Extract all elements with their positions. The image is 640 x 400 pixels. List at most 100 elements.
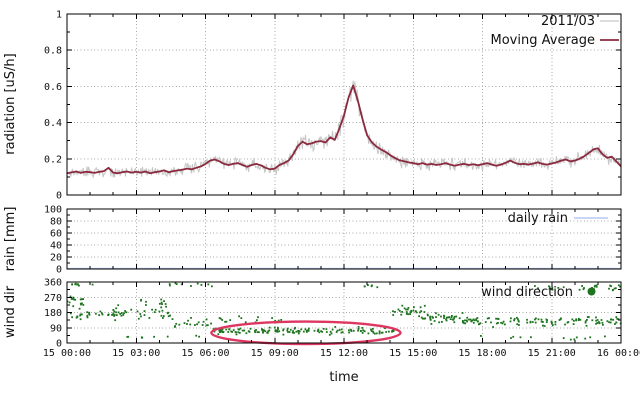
wind-point bbox=[445, 318, 447, 321]
wind-point bbox=[98, 314, 101, 316]
wind-point bbox=[450, 316, 453, 318]
wind-point bbox=[426, 313, 429, 316]
wind-point bbox=[293, 332, 295, 334]
wind-point bbox=[271, 317, 273, 319]
wind-point bbox=[318, 331, 321, 334]
x-tick-label: 15 03:00 bbox=[112, 348, 160, 359]
wind-point bbox=[187, 319, 189, 322]
wind-point bbox=[120, 314, 123, 317]
wind-point bbox=[334, 326, 337, 328]
wind-point bbox=[111, 314, 113, 316]
wind-point bbox=[143, 314, 146, 316]
wind-point bbox=[262, 330, 264, 333]
y-tick-label: 0 bbox=[56, 339, 62, 350]
wind-point bbox=[72, 296, 75, 299]
wind-point bbox=[466, 316, 469, 319]
wind-point bbox=[174, 325, 176, 327]
wind-point bbox=[435, 316, 437, 318]
wind-point bbox=[613, 287, 616, 290]
wind-point bbox=[168, 283, 171, 285]
wind-point bbox=[537, 287, 539, 290]
wind-point bbox=[610, 285, 613, 288]
wind-point bbox=[288, 331, 291, 333]
wind-point bbox=[579, 318, 582, 321]
wind-point bbox=[497, 318, 500, 320]
wind-point bbox=[112, 309, 115, 311]
y-axis-title-rain: rain [mm] bbox=[3, 207, 18, 272]
wind-point bbox=[458, 317, 461, 320]
wind-point bbox=[145, 304, 147, 306]
wind-point bbox=[302, 330, 305, 333]
wind-point bbox=[122, 314, 125, 316]
wind-point bbox=[608, 287, 610, 290]
wind-point bbox=[166, 312, 169, 315]
wind-point bbox=[550, 322, 553, 325]
wind-point bbox=[316, 330, 319, 332]
wind-point bbox=[562, 337, 565, 339]
wind-point bbox=[472, 321, 475, 324]
wind-point bbox=[235, 331, 237, 334]
wind-point bbox=[350, 328, 352, 331]
wind-point bbox=[169, 314, 171, 317]
wind-point bbox=[438, 321, 441, 324]
wind-point bbox=[560, 317, 562, 320]
wind-point bbox=[348, 329, 350, 332]
wind-point bbox=[480, 335, 482, 337]
wind-point bbox=[153, 311, 156, 313]
wind-point bbox=[572, 323, 575, 325]
y-tick-label: 80 bbox=[50, 217, 62, 228]
wind-point bbox=[619, 285, 621, 288]
wind-point bbox=[71, 316, 73, 319]
wind-point bbox=[446, 316, 448, 319]
y-tick-label: 180 bbox=[44, 308, 62, 319]
wind-point bbox=[397, 308, 400, 311]
wind-point bbox=[604, 335, 606, 338]
wind-point bbox=[589, 336, 592, 339]
wind-point bbox=[247, 330, 250, 333]
wind-point bbox=[76, 283, 79, 286]
wind-point bbox=[308, 327, 310, 330]
y-tick-label: 60 bbox=[50, 229, 62, 240]
wind-point bbox=[211, 285, 213, 288]
wind-point bbox=[240, 317, 243, 319]
wind-point bbox=[535, 317, 537, 320]
wind-point bbox=[534, 321, 537, 324]
wind-point bbox=[278, 330, 281, 333]
wind-point bbox=[196, 323, 198, 326]
y-tick-label: 90 bbox=[50, 323, 62, 334]
wind-point bbox=[154, 308, 157, 311]
wind-point bbox=[238, 332, 241, 334]
wind-point bbox=[305, 329, 308, 332]
wind-point bbox=[611, 289, 614, 291]
wind-point bbox=[401, 304, 404, 307]
wind-point bbox=[584, 337, 587, 340]
wind-point bbox=[529, 320, 532, 323]
y-tick-label: 100 bbox=[44, 205, 62, 216]
wind-point bbox=[447, 316, 449, 319]
wind-point bbox=[107, 314, 109, 316]
wind-point bbox=[617, 284, 620, 287]
y-tick-label: 0 bbox=[56, 265, 62, 276]
wind-point bbox=[297, 330, 300, 333]
wind-point bbox=[573, 338, 576, 341]
x-tick-label: 15 09:00 bbox=[251, 348, 299, 359]
wind-point bbox=[322, 328, 325, 330]
x-tick-label: 15 21:00 bbox=[528, 348, 576, 359]
wind-point bbox=[300, 328, 303, 331]
wind-point bbox=[101, 313, 104, 316]
wind-point bbox=[72, 305, 75, 308]
wind-point bbox=[376, 286, 379, 289]
wind-point bbox=[540, 320, 543, 323]
wind-point bbox=[277, 328, 279, 330]
wind-point bbox=[115, 311, 118, 314]
wind-point bbox=[545, 318, 548, 321]
wind-point bbox=[500, 321, 502, 324]
wind-point bbox=[433, 320, 436, 322]
wind-point bbox=[140, 336, 143, 339]
y-axis-title-radiation: radiation [uS/h] bbox=[3, 53, 18, 154]
wind-point bbox=[420, 316, 423, 319]
wind-point bbox=[467, 318, 470, 321]
wind-point bbox=[370, 328, 372, 331]
wind-point bbox=[371, 284, 373, 287]
wind-point bbox=[466, 320, 468, 323]
